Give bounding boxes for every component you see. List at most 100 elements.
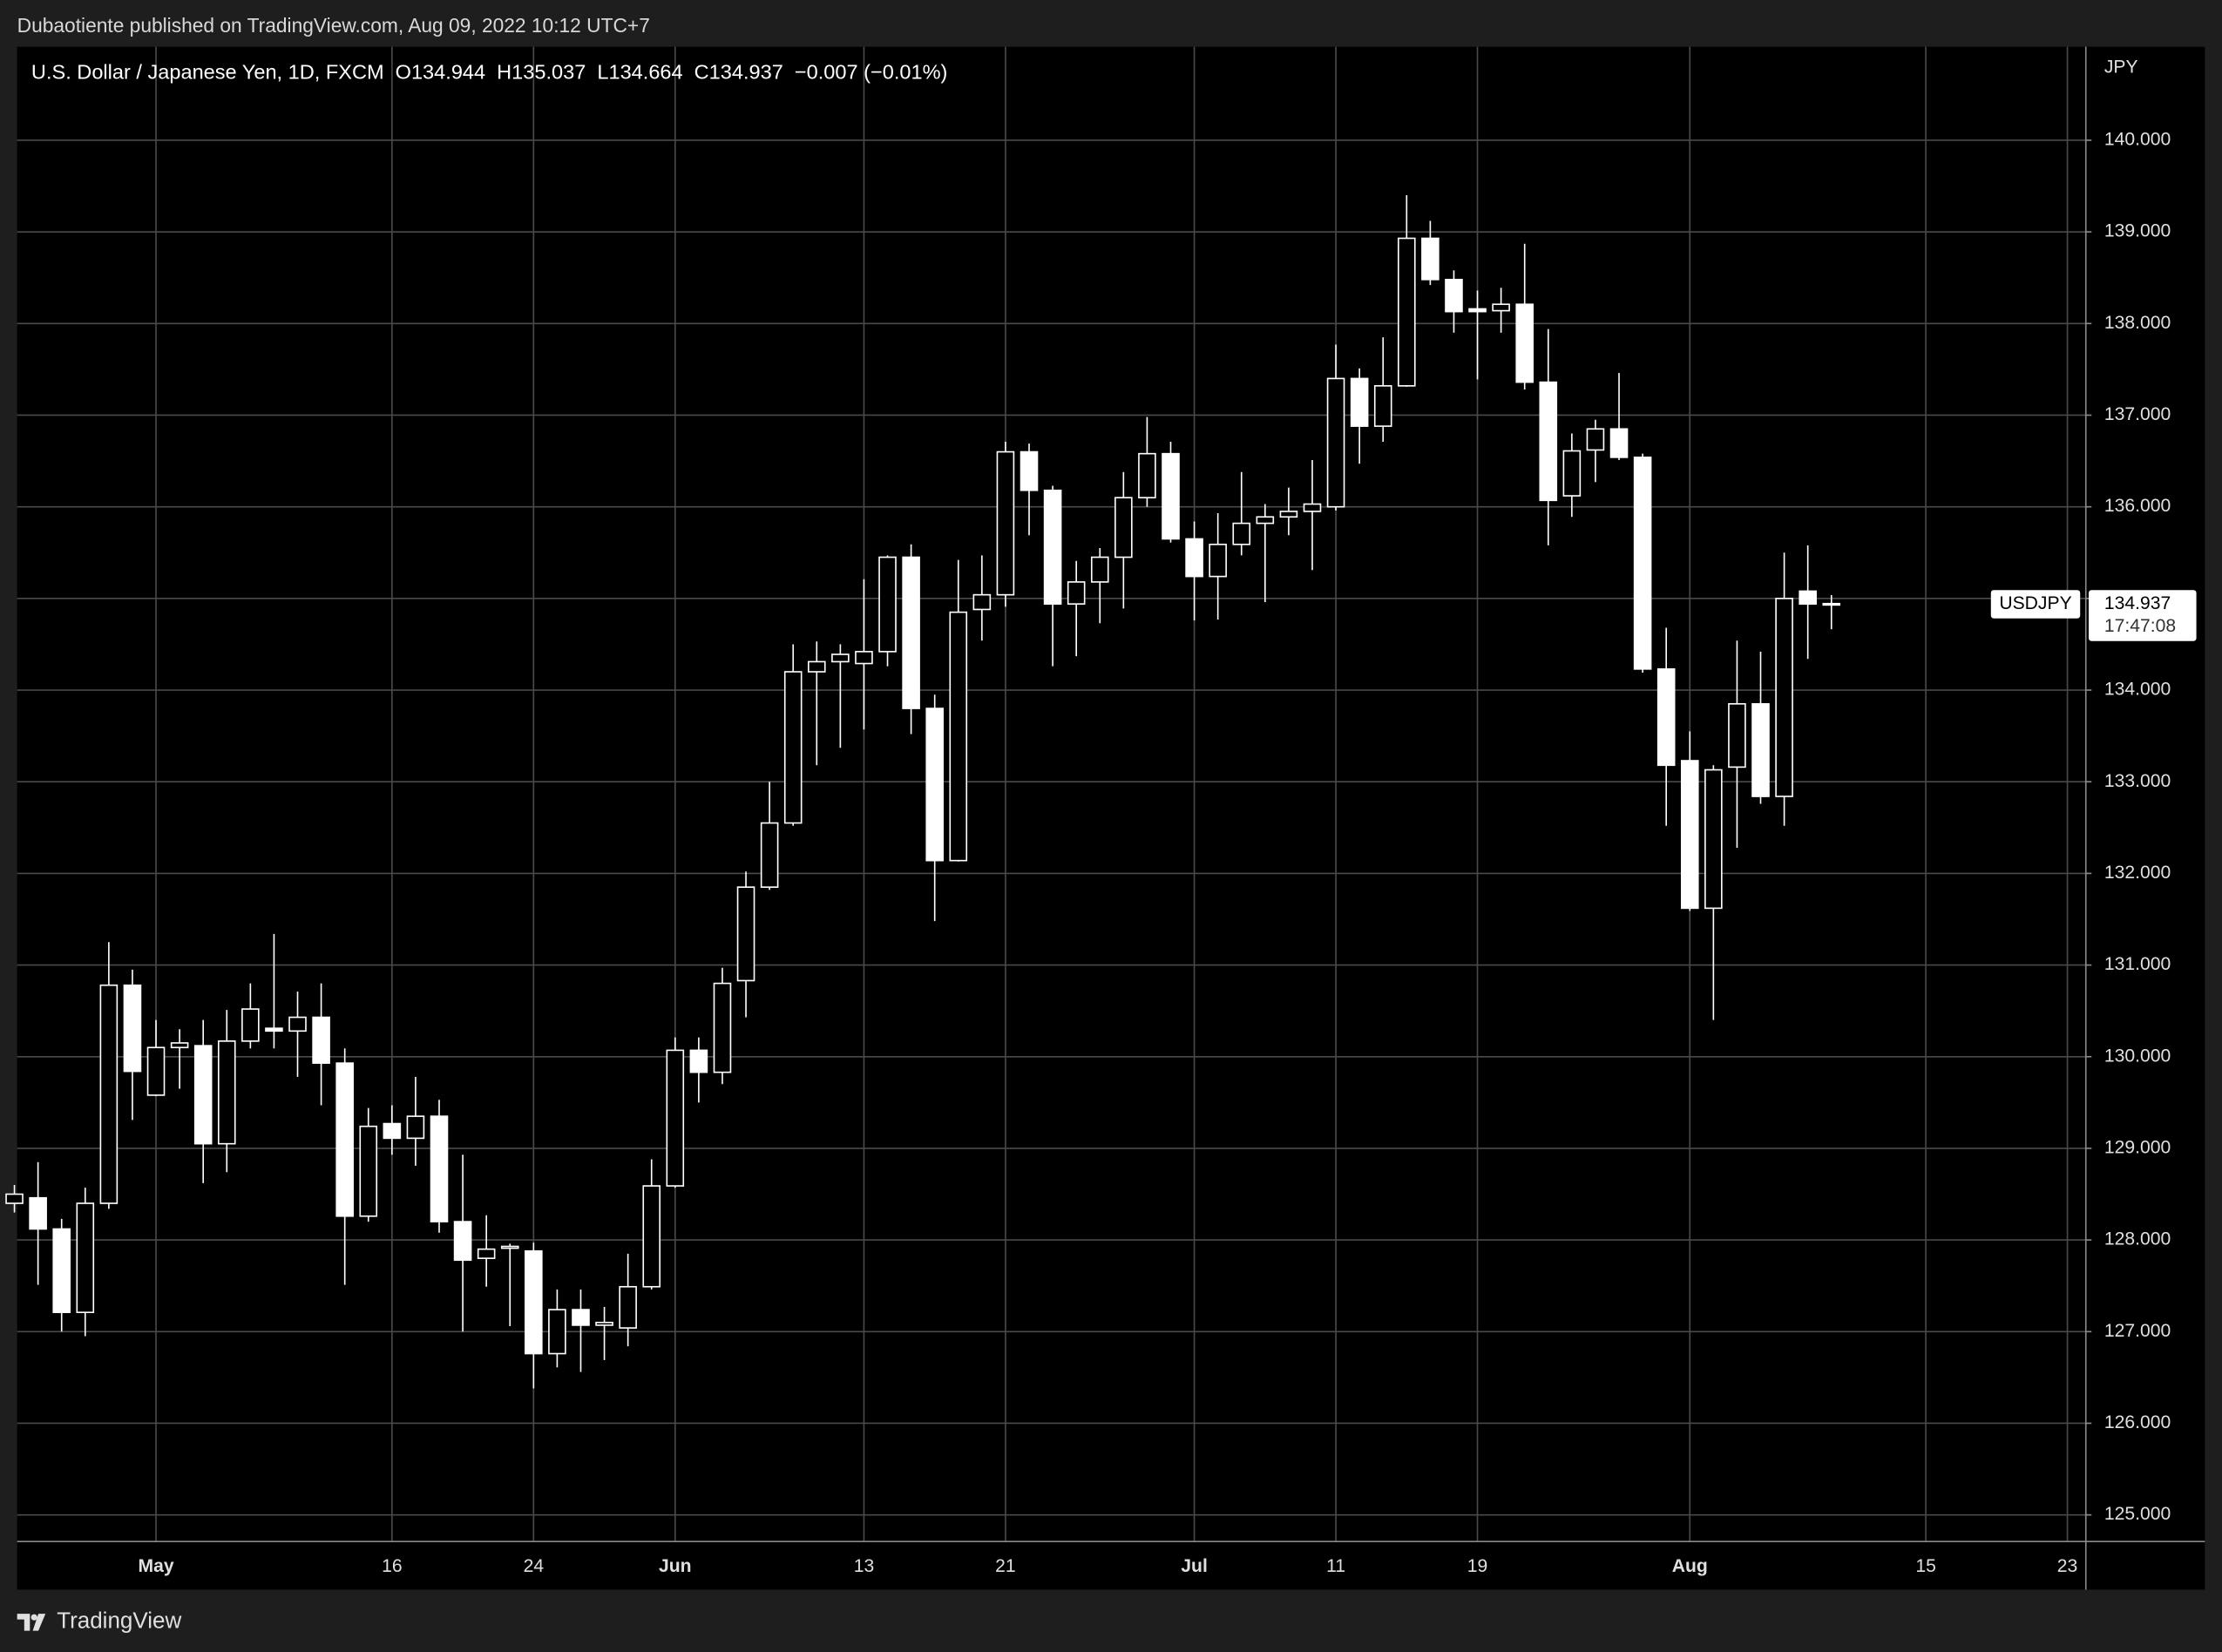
candle-body bbox=[1303, 503, 1322, 512]
candle-body bbox=[713, 982, 732, 1073]
y-tick-label: 134.000 bbox=[2104, 680, 2171, 700]
candle-body bbox=[595, 1321, 613, 1326]
brand: TradingView bbox=[57, 1608, 181, 1634]
y-tick-label: 136.000 bbox=[2104, 496, 2171, 516]
candle-body bbox=[29, 1196, 47, 1230]
chart-title: U.S. Dollar / Japanese Yen, 1D, FXCM bbox=[31, 61, 384, 84]
candle-body bbox=[1043, 489, 1062, 605]
candle-body bbox=[1067, 581, 1086, 605]
candle-body bbox=[736, 886, 755, 982]
candle-body bbox=[1728, 702, 1746, 768]
symbol-label: USDJPY bbox=[1999, 593, 2071, 613]
candle-body bbox=[1468, 308, 1487, 313]
candle-body bbox=[383, 1122, 402, 1140]
candle-body bbox=[972, 593, 992, 611]
candle-body bbox=[1775, 598, 1793, 797]
candle-body bbox=[1515, 303, 1534, 383]
candle-body bbox=[1656, 668, 1676, 767]
x-tick-label: Jun bbox=[659, 1556, 692, 1576]
candle-body bbox=[1185, 538, 1203, 578]
candle-body bbox=[525, 1249, 543, 1355]
y-tick-label: 125.000 bbox=[2104, 1504, 2171, 1524]
candle-body bbox=[1492, 303, 1510, 312]
chart-panel bbox=[17, 46, 2205, 1590]
candle-body bbox=[500, 1245, 519, 1249]
x-tick-label: 24 bbox=[524, 1556, 545, 1576]
candle-body bbox=[949, 611, 968, 862]
y-tick-label: 126.000 bbox=[2104, 1412, 2171, 1432]
candle-body bbox=[1256, 516, 1275, 525]
y-tick-label: 127.000 bbox=[2104, 1321, 2171, 1341]
candle-body bbox=[1562, 450, 1582, 497]
candle-body bbox=[288, 1016, 307, 1032]
y-tick-label: 128.000 bbox=[2104, 1229, 2171, 1249]
candle-body bbox=[1326, 377, 1345, 508]
candle-body bbox=[1138, 452, 1156, 498]
y-tick-label: 139.000 bbox=[2104, 221, 2171, 241]
candle-body bbox=[335, 1062, 354, 1217]
candle-body bbox=[1090, 556, 1109, 583]
candle-body bbox=[193, 1045, 213, 1145]
candle-body bbox=[996, 450, 1015, 596]
x-tick-label: 15 bbox=[1915, 1556, 1936, 1576]
candle-body bbox=[1279, 511, 1298, 518]
candle-body bbox=[76, 1202, 95, 1314]
candle-body bbox=[1445, 279, 1463, 313]
y-tick-label: 138.000 bbox=[2104, 313, 2171, 333]
candle-body bbox=[217, 1040, 236, 1145]
candle-body bbox=[1633, 457, 1652, 670]
chart-legend: U.S. Dollar / Japanese Yen, 1D, FXCM O134… bbox=[31, 61, 947, 84]
candle-body bbox=[312, 1016, 330, 1064]
footer-logo: TradingView bbox=[17, 1608, 182, 1634]
last-price-tag bbox=[2088, 590, 2197, 641]
candle-body bbox=[477, 1248, 496, 1259]
candle-body bbox=[689, 1049, 708, 1073]
candle-body bbox=[1421, 237, 1440, 281]
x-tick-label: 23 bbox=[2057, 1556, 2078, 1576]
x-tick-label: Aug bbox=[1672, 1556, 1708, 1576]
candle-body bbox=[265, 1027, 283, 1032]
y-tick-label: 130.000 bbox=[2104, 1046, 2171, 1066]
candle-body bbox=[902, 556, 920, 709]
x-tick-label: 11 bbox=[1326, 1556, 1345, 1576]
candle-body bbox=[241, 1008, 260, 1042]
candle-body bbox=[1209, 543, 1227, 578]
candle-body bbox=[1020, 450, 1039, 491]
last-price-label: 134.937 bbox=[2104, 593, 2171, 613]
candle-body bbox=[1398, 237, 1416, 387]
y-tick-label: 137.000 bbox=[2104, 404, 2171, 424]
candle-body bbox=[666, 1049, 685, 1187]
countdown: 17:47:08 bbox=[2104, 616, 2176, 636]
candle-body bbox=[925, 708, 944, 862]
ohlc-close: C134.937 bbox=[694, 61, 783, 84]
currency: JPY bbox=[2104, 58, 2138, 78]
candle-body bbox=[99, 984, 119, 1204]
x-tick-label: 19 bbox=[1467, 1556, 1488, 1576]
candle-body bbox=[1586, 428, 1605, 451]
candle-body bbox=[572, 1309, 590, 1326]
x-tick-label: 16 bbox=[382, 1556, 403, 1576]
symbol-tag bbox=[1990, 590, 2081, 619]
y-tick-label: 129.000 bbox=[2104, 1138, 2171, 1158]
candle-body bbox=[1799, 590, 1817, 605]
candle-body bbox=[5, 1193, 24, 1204]
x-tick-label: May bbox=[138, 1556, 173, 1576]
candle-body bbox=[807, 660, 826, 673]
candle-body bbox=[855, 651, 873, 665]
candle-body bbox=[548, 1309, 566, 1355]
candle-body bbox=[1232, 522, 1251, 545]
publisher: Dubaotiente published on TradingView.com… bbox=[17, 14, 650, 37]
candle-body bbox=[1114, 497, 1133, 559]
candle-body bbox=[1609, 428, 1629, 458]
y-tick-label: 131.000 bbox=[2104, 954, 2171, 974]
candle-body bbox=[1822, 602, 1841, 606]
x-tick-label: Jul bbox=[1181, 1556, 1208, 1576]
candle-body bbox=[1373, 385, 1392, 427]
ohlc-open: O134.944 bbox=[396, 61, 486, 84]
candle-body bbox=[831, 653, 850, 663]
x-tick-label: 21 bbox=[995, 1556, 1016, 1576]
y-tick-label: 133.000 bbox=[2104, 771, 2171, 791]
candle-body bbox=[783, 671, 803, 824]
candle-body bbox=[406, 1115, 425, 1140]
